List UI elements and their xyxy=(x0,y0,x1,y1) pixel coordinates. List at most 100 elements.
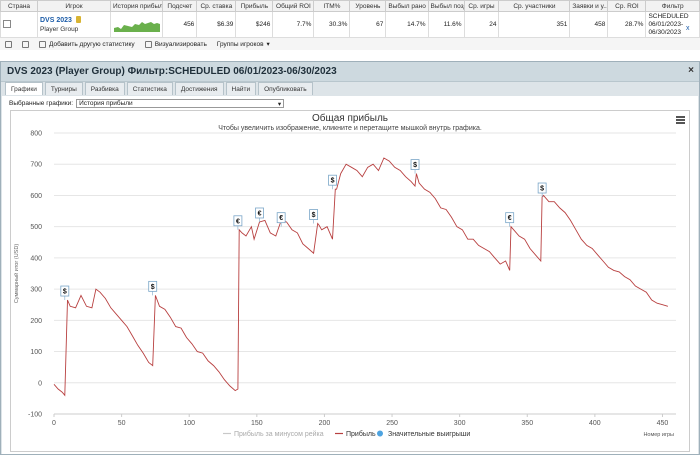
col-header[interactable]: Ср. участники xyxy=(498,0,571,12)
chart-selector-row: Выбранные графики: История прибыли ▾ xyxy=(9,99,285,108)
col-header[interactable]: Уровень xyxy=(349,0,387,12)
x-tick-label: 450 xyxy=(657,420,669,427)
count-cell: 456 xyxy=(162,11,198,38)
milestone-marker xyxy=(309,209,319,220)
avg-stake-cell: $6.39 xyxy=(196,11,237,38)
milestone-marker xyxy=(148,280,158,292)
y-tick-label: 800 xyxy=(30,131,42,138)
add-stats-button[interactable]: Добавить другую статистику xyxy=(39,40,135,48)
milestone-symbol: $ xyxy=(540,186,544,193)
player-cell[interactable]: DVS 2023 Player Group xyxy=(37,11,111,38)
tab-breakdown[interactable]: Разбивка xyxy=(84,82,125,95)
filter-line: 06/01/2023- xyxy=(648,20,684,28)
milestone-marker xyxy=(255,207,264,219)
avg-roi-cell: 28.7% xyxy=(607,11,647,38)
player-badge-icon xyxy=(75,16,81,23)
y-tick-label: 0 xyxy=(38,380,42,387)
col-header[interactable]: Ср. игры xyxy=(463,0,500,12)
col-header[interactable]: Подсчет xyxy=(162,0,198,12)
milestone-marker xyxy=(505,212,515,224)
visualize-button[interactable]: Визуализировать xyxy=(144,40,207,48)
milestone-marker xyxy=(537,182,547,194)
profit-sparkline xyxy=(113,21,160,32)
col-header[interactable]: Страна xyxy=(0,0,38,12)
col-header[interactable]: Выбыл поздно xyxy=(427,0,465,12)
col-header[interactable]: Фильтр xyxy=(645,0,700,12)
player-name[interactable]: DVS 2023 xyxy=(40,17,72,24)
player-groups-dropdown[interactable]: Группы игроков ▾ xyxy=(216,40,270,49)
y-tick-label: -100 xyxy=(28,412,42,419)
legend-marker xyxy=(377,430,383,437)
milestone-symbol: € xyxy=(236,218,240,225)
entries-cell: 458 xyxy=(569,11,609,38)
legend-label: Прибыль за минусом рейка xyxy=(234,430,324,438)
list-icon xyxy=(39,40,46,48)
milestone-marker xyxy=(410,159,420,170)
tab-tournaments[interactable]: Турниры xyxy=(44,82,83,95)
row-checkbox-cell[interactable] xyxy=(0,11,38,38)
x-tick-label: 150 xyxy=(251,420,263,427)
filter-cell: SCHEDULED 06/01/2023- 06/30/2023 xyxy=(645,11,700,38)
milestone-marker xyxy=(328,174,337,186)
table-row[interactable]: DVS 2023 Player Group 456 $6.39 $246 7.7… xyxy=(0,11,700,38)
chevron-down-icon: ▾ xyxy=(277,100,282,108)
x-tick-label: 50 xyxy=(118,420,126,427)
tab-find[interactable]: Найти xyxy=(225,82,257,95)
late-out-cell: 11.6% xyxy=(427,11,465,38)
milestone-symbol: $ xyxy=(151,284,155,291)
y-tick-label: 100 xyxy=(30,349,42,356)
col-header[interactable]: Общий ROI xyxy=(272,0,315,12)
legend-label: Прибыль xyxy=(346,430,376,438)
y-tick-label: 700 xyxy=(30,162,42,169)
milestone-symbol: € xyxy=(279,215,283,222)
x-tick-label: 100 xyxy=(183,420,195,427)
milestone-symbol: $ xyxy=(413,162,417,169)
y-tick-label: 400 xyxy=(30,255,42,262)
tab-publish[interactable]: Опубликовать xyxy=(258,82,313,95)
y-axis-label: Суммарный итог (USD) xyxy=(13,244,20,303)
milestone-marker xyxy=(60,285,70,297)
player-group: Player Group xyxy=(40,26,79,33)
player-groups-label: Группы игроков xyxy=(216,40,264,48)
x-tick-label: 300 xyxy=(454,420,466,427)
hamburger-menu-icon[interactable] xyxy=(676,116,685,124)
x-tick-label: 200 xyxy=(319,420,331,427)
remove-row-link[interactable]: x xyxy=(686,25,690,32)
col-header[interactable]: Ср. ROI xyxy=(607,0,647,12)
chevron-down-icon: ▾ xyxy=(266,41,270,48)
profit-chart[interactable]: -100 0 100 200 300 400 500 600 700 800 0 50 100 150 20… xyxy=(11,111,689,451)
close-icon[interactable]: × xyxy=(688,65,694,76)
toolbar: Добавить другую статистику Визуализирова… xyxy=(0,38,700,50)
milestone-marker xyxy=(233,215,243,227)
x-tick-label: 350 xyxy=(521,420,533,427)
x-tick-label: 250 xyxy=(386,420,398,427)
row-checkbox[interactable] xyxy=(3,19,11,28)
col-header[interactable]: Прибыль xyxy=(235,0,274,12)
selected-charts-label: Выбранные графики: xyxy=(9,100,74,107)
profit-sparkline-cell xyxy=(109,11,164,38)
tab-statistics[interactable]: Статистика xyxy=(126,82,173,95)
trash-icon[interactable] xyxy=(5,40,12,48)
milestone-symbol: € xyxy=(508,215,512,222)
stats-table: Страна Игрок История прибыли Подсчет Ср.… xyxy=(0,0,700,38)
panel-title: DVS 2023 (Player Group) Фильтр:SCHEDULED… xyxy=(7,66,337,77)
tab-achievements[interactable]: Достижения xyxy=(174,82,224,95)
chart-container[interactable]: Общая прибыль Чтобы увеличить изображени… xyxy=(10,110,690,452)
col-header[interactable]: Игрок xyxy=(37,0,111,12)
avg-entrants-cell: 351 xyxy=(498,11,571,38)
filter-icon[interactable] xyxy=(22,40,29,48)
y-tick-label: 600 xyxy=(30,193,42,200)
milestone-symbol: $ xyxy=(312,212,316,219)
tab-graphs[interactable]: Графики xyxy=(5,82,43,95)
col-header[interactable]: ITM% xyxy=(313,0,351,12)
col-header[interactable]: Заявки и у... xyxy=(569,0,609,12)
panel-header: DVS 2023 (Player Group) Фильтр:SCHEDULED… xyxy=(1,62,699,82)
milestone-symbol: $ xyxy=(331,178,335,185)
add-stats-label: Добавить другую статистику xyxy=(49,40,135,48)
chart-select[interactable]: История прибыли ▾ xyxy=(76,99,285,108)
col-header[interactable]: История прибыли xyxy=(109,0,164,12)
col-header[interactable]: Выбыл рано xyxy=(385,0,429,12)
spacer xyxy=(0,50,700,61)
col-header[interactable]: Ср. ставка xyxy=(196,0,237,12)
x-tick-label: 400 xyxy=(589,420,601,427)
